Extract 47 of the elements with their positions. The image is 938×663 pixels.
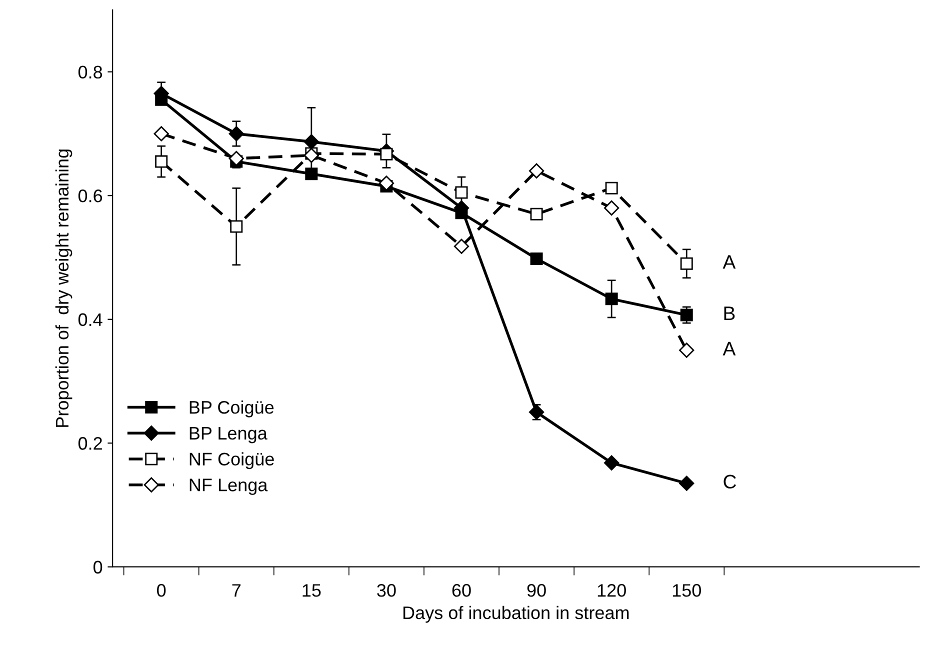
legend-label: BP Lenga xyxy=(190,427,268,444)
point xyxy=(155,155,168,168)
y-tick-label: 0.4 xyxy=(78,313,102,326)
x-axis-title: Days of incubation in stream xyxy=(403,606,629,623)
legend-label: NF Coigüe xyxy=(190,452,274,470)
point xyxy=(604,200,620,216)
point xyxy=(154,126,169,142)
point xyxy=(604,455,620,470)
legend-label: NF Lenga xyxy=(190,478,268,495)
annotation: B xyxy=(724,306,735,320)
y-axis-title: Proportion of dry weight remaining xyxy=(55,150,72,427)
point xyxy=(679,342,694,358)
annotation: C xyxy=(724,474,736,489)
point xyxy=(455,186,468,199)
point xyxy=(680,257,693,270)
point xyxy=(380,148,393,160)
point xyxy=(228,126,244,142)
x-tick-label: 120 xyxy=(598,584,626,597)
point xyxy=(528,163,544,178)
point xyxy=(605,182,618,194)
y-tick-label: 0 xyxy=(94,560,102,574)
point xyxy=(530,252,543,265)
x-tick-label: 15 xyxy=(302,584,321,597)
y-tick-label: 0.6 xyxy=(78,190,102,202)
annotation: A xyxy=(722,342,736,356)
y-tick-label: 0.8 xyxy=(78,66,102,79)
point xyxy=(528,404,544,420)
point xyxy=(304,134,319,150)
point xyxy=(228,150,244,166)
point xyxy=(378,176,394,191)
point xyxy=(680,308,693,322)
point xyxy=(304,148,319,163)
x-tick-label: 60 xyxy=(452,584,471,597)
annotation: A xyxy=(722,255,736,269)
point xyxy=(605,292,618,306)
point xyxy=(230,220,243,233)
point xyxy=(454,238,470,254)
point xyxy=(305,168,318,180)
x-tick-label: 30 xyxy=(377,584,396,597)
x-tick-label: 7 xyxy=(232,584,240,597)
point xyxy=(679,476,694,491)
point xyxy=(530,208,543,220)
y-tick-label: 0.2 xyxy=(78,437,102,450)
legend-label: BP Coigüe xyxy=(190,400,274,418)
x-tick-label: 90 xyxy=(527,584,546,597)
x-tick-label: 150 xyxy=(672,584,701,597)
x-tick-label: 0 xyxy=(157,584,166,597)
